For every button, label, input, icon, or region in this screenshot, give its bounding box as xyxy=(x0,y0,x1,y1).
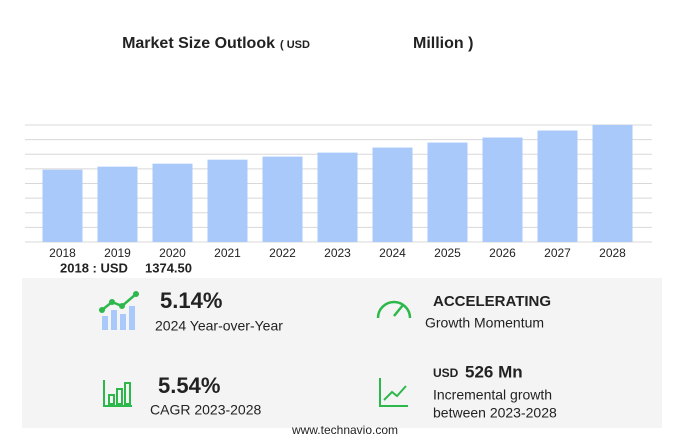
cagr-value: 5.54% xyxy=(158,373,220,398)
plot: 2018 2019 2020 2021 2022 2023 2024 2025 2026 2027… xyxy=(25,124,652,260)
x-tick-label: 2020 xyxy=(159,246,186,260)
bar xyxy=(482,137,523,242)
x-tick-label: 2026 xyxy=(489,246,516,260)
momentum-icon xyxy=(376,300,412,319)
incremental-icon xyxy=(379,378,408,407)
incr-label-2: between 2023-2028 xyxy=(433,405,557,421)
x-tick-label: 2025 xyxy=(434,246,461,260)
x-tick-label: 2019 xyxy=(104,246,131,260)
x-tick-label: 2023 xyxy=(324,246,351,260)
x-tick-label: 2021 xyxy=(214,246,241,260)
unit-currency: ( USD xyxy=(280,39,310,51)
bar xyxy=(427,142,468,242)
yoy-label: 2024 Year-over-Year xyxy=(155,318,283,334)
yoy-value: 5.14% xyxy=(160,288,222,313)
chart-title: Market Size Outlook xyxy=(122,35,275,52)
bar xyxy=(317,152,358,242)
x-tick-label: 2027 xyxy=(544,246,571,260)
momentum-value: ACCELERATING xyxy=(433,293,551,310)
bar xyxy=(537,130,578,242)
base-label: 2018 : USD xyxy=(60,260,128,275)
bar xyxy=(152,163,193,242)
x-tick-label: 2022 xyxy=(269,246,296,260)
bar xyxy=(262,156,303,242)
footer: www.technavio.com xyxy=(291,423,398,437)
bar xyxy=(592,124,633,242)
momentum-label: Growth Momentum xyxy=(425,315,544,331)
x-tick-label: 2028 xyxy=(599,246,626,260)
bar xyxy=(207,159,248,242)
incr-value: 526 Mn xyxy=(465,362,523,381)
base-value: 1374.50 xyxy=(145,260,192,275)
x-tick-label: 2024 xyxy=(379,246,406,260)
incr-currency: USD xyxy=(433,366,459,380)
cagr-label: CAGR 2023-2028 xyxy=(150,402,262,418)
x-tick-label: 2018 xyxy=(49,246,76,260)
incr-label-1: Incremental growth xyxy=(433,387,552,403)
bar xyxy=(97,166,138,242)
unit-label: Million ) xyxy=(413,35,473,52)
cagr-icon xyxy=(103,380,132,407)
yoy-icon xyxy=(99,291,139,330)
bar xyxy=(42,169,83,242)
bar xyxy=(372,147,413,242)
